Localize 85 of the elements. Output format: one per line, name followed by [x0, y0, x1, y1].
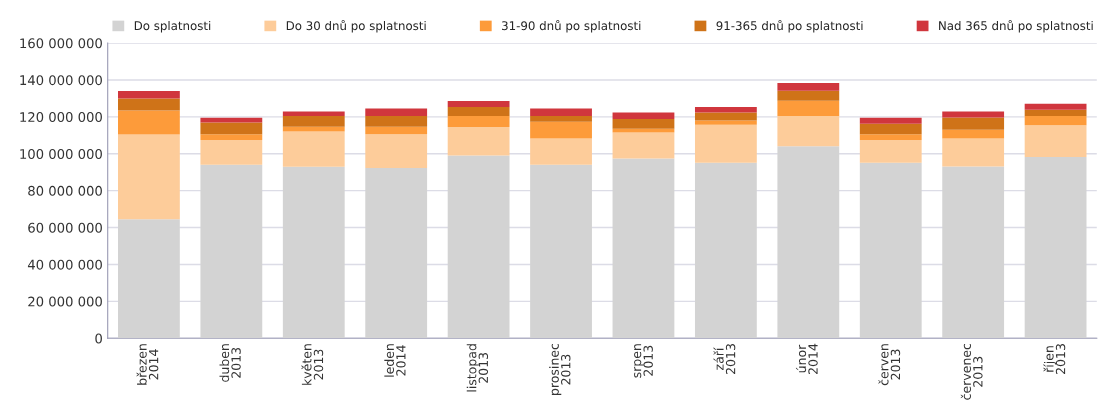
bar	[118, 110, 180, 135]
bar	[365, 115, 428, 127]
bar	[942, 111, 1005, 118]
bar	[282, 126, 345, 132]
bar	[1024, 125, 1087, 157]
y-tick-label: 0	[95, 333, 102, 344]
bar	[1024, 156, 1087, 339]
bar	[365, 126, 428, 135]
bar	[612, 119, 675, 129]
x-tick-label: květen 2013	[301, 344, 324, 385]
y-tick-label: 120 000 000	[20, 112, 102, 123]
bar	[859, 117, 922, 124]
bar	[694, 106, 757, 113]
bar	[447, 100, 510, 108]
bar	[859, 140, 922, 163]
bar	[612, 112, 675, 120]
bar	[612, 132, 675, 159]
x-tick-label: říjen 2013	[1043, 344, 1066, 375]
y-tick-label: 100 000 000	[20, 148, 102, 159]
bar	[530, 108, 592, 116]
bar	[859, 162, 922, 339]
bar	[694, 124, 757, 163]
bar	[365, 108, 428, 116]
y-tick-label: 80 000 000	[28, 185, 102, 196]
bar	[777, 115, 840, 147]
bar	[282, 166, 345, 339]
bar	[612, 158, 675, 339]
bar	[118, 134, 180, 220]
bar	[118, 219, 180, 339]
bar	[612, 128, 675, 133]
bar	[1024, 115, 1087, 126]
bar	[365, 134, 428, 168]
legend-label: 91-365 dnů po splatnosti	[716, 19, 863, 33]
bar	[282, 131, 345, 167]
bar	[777, 146, 840, 339]
bar	[118, 98, 180, 111]
bar	[447, 107, 510, 117]
x-tick-label: srpen 2013	[634, 344, 653, 378]
bar	[694, 162, 757, 339]
x-tick-label: červenec 2013	[960, 343, 983, 400]
bar	[859, 134, 922, 141]
bar	[859, 123, 922, 135]
bar	[942, 138, 1005, 167]
y-tick-label: 160 000 000	[20, 38, 102, 49]
y-tick-label: 20 000 000	[28, 296, 102, 307]
x-tick-label: březen 2014	[136, 344, 159, 385]
bar	[282, 115, 345, 127]
bar	[942, 166, 1005, 339]
bar	[777, 90, 840, 101]
bar	[942, 117, 1005, 130]
bar	[694, 112, 757, 121]
bar	[200, 140, 263, 165]
x-tick-label: červen 2013	[878, 344, 901, 386]
bar	[200, 164, 263, 339]
bar	[777, 100, 840, 116]
y-tick-label: 140 000 000	[20, 75, 102, 86]
bar	[282, 111, 345, 116]
bar	[694, 120, 757, 125]
y-tick-label: 60 000 000	[28, 222, 102, 233]
bar	[530, 138, 592, 165]
bar	[200, 134, 263, 141]
x-tick-label: listopad 2013	[466, 344, 489, 392]
bar	[1024, 103, 1087, 110]
bar	[447, 127, 510, 156]
bar	[530, 115, 592, 122]
legend-label: Do splatnosti	[134, 21, 211, 33]
x-tick-label: prosinec 2013	[549, 343, 571, 395]
x-tick-label: únor 2014	[795, 343, 818, 375]
bar	[118, 91, 180, 99]
bar	[447, 155, 510, 339]
legend-label: Nad 365 dnů po splatnosti	[939, 19, 1093, 33]
bar	[447, 116, 510, 127]
bar	[1024, 109, 1087, 116]
x-tick-label: září 2013	[713, 344, 736, 375]
bar	[942, 129, 1005, 139]
x-tick-label: duben 2013	[219, 344, 241, 382]
bar	[530, 121, 592, 139]
legend-label: 31-90 dnů po splatnosti	[502, 19, 641, 33]
bar	[365, 167, 428, 339]
legend-label: Do 30 dnů po splatnosti	[286, 19, 426, 33]
bar	[530, 164, 592, 339]
bar	[777, 82, 840, 91]
x-tick-label: leden 2014	[384, 344, 406, 377]
y-tick-label: 40 000 000	[27, 259, 102, 270]
bar	[200, 122, 263, 135]
